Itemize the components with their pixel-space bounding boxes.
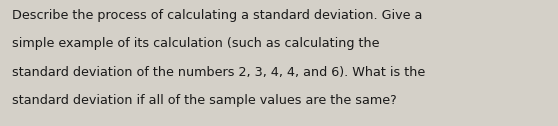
Text: Describe the process of calculating a standard deviation. Give a: Describe the process of calculating a st… xyxy=(12,9,422,22)
Text: simple example of its calculation (such as calculating the: simple example of its calculation (such … xyxy=(12,37,380,50)
Text: standard deviation if all of the sample values are the same?: standard deviation if all of the sample … xyxy=(12,94,397,107)
Text: standard deviation of the numbers 2, 3, 4, 4, and 6). What is the: standard deviation of the numbers 2, 3, … xyxy=(12,66,426,78)
